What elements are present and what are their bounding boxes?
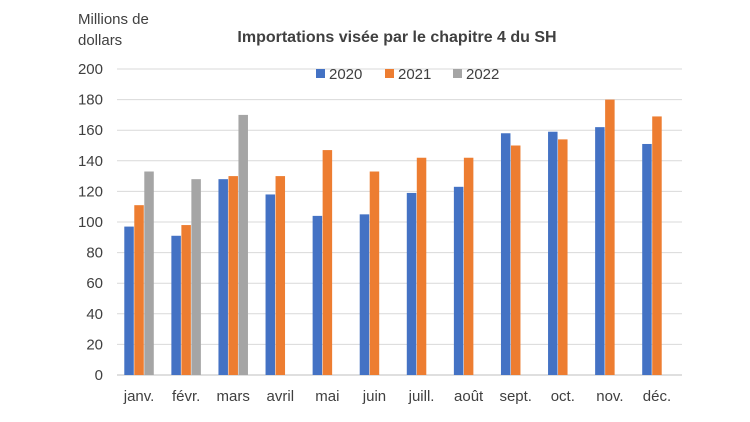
bar-2021-5 bbox=[369, 171, 380, 375]
x-category-label: août bbox=[454, 388, 484, 405]
x-category-label: juill. bbox=[408, 388, 435, 405]
bar-2021-11 bbox=[652, 116, 662, 376]
y-tick-label: 20 bbox=[86, 336, 103, 353]
bar-2021-8 bbox=[510, 145, 521, 375]
x-category-label: oct. bbox=[551, 388, 575, 405]
bar-2022-2 bbox=[238, 114, 248, 376]
bar-2021-3 bbox=[275, 176, 286, 375]
y-axis-label-line1: Millions de bbox=[78, 11, 149, 28]
bar-2021-7 bbox=[463, 157, 474, 375]
bar-2020-4 bbox=[312, 215, 323, 375]
x-category-label: mai bbox=[315, 388, 339, 405]
y-tick-label: 140 bbox=[78, 153, 103, 170]
bar-2021-10 bbox=[605, 99, 615, 375]
x-category-label: nov. bbox=[596, 388, 623, 405]
y-tick-label: 180 bbox=[78, 92, 103, 109]
bars bbox=[124, 99, 662, 376]
bar-2021-1 bbox=[181, 225, 191, 375]
legend-swatch-2022 bbox=[453, 69, 462, 78]
bar-2020-0 bbox=[124, 226, 134, 375]
gridlines bbox=[117, 68, 682, 376]
bar-2020-2 bbox=[218, 179, 228, 375]
x-category-label: sept. bbox=[499, 388, 532, 405]
y-tick-label: 200 bbox=[78, 61, 103, 78]
x-category-label: juin bbox=[362, 388, 386, 405]
y-tick-label: 120 bbox=[78, 183, 103, 200]
bar-2022-1 bbox=[191, 179, 201, 375]
chart-title: Importations visée par le chapitre 4 du … bbox=[237, 29, 556, 46]
x-category-label: déc. bbox=[643, 388, 671, 405]
bar-2020-7 bbox=[453, 186, 464, 375]
y-tick-label: 60 bbox=[86, 275, 103, 292]
bar-2021-6 bbox=[416, 157, 427, 375]
legend-swatch-2020 bbox=[316, 69, 325, 78]
bar-2020-6 bbox=[406, 192, 417, 375]
y-tick-label: 100 bbox=[78, 214, 103, 231]
bar-2021-9 bbox=[558, 139, 568, 375]
bar-2021-2 bbox=[228, 176, 238, 375]
x-category-label: mars bbox=[217, 388, 250, 405]
x-category-label: janv. bbox=[123, 388, 155, 405]
bar-2021-0 bbox=[134, 205, 144, 375]
x-axis-categories: janv. févr. mars avril mai juin juill. août sept… bbox=[123, 388, 671, 405]
x-category-label: févr. bbox=[172, 388, 200, 405]
bar-2020-11 bbox=[642, 143, 652, 375]
bar-2020-5 bbox=[359, 214, 370, 375]
bar-2020-8 bbox=[500, 133, 511, 375]
bar-2020-10 bbox=[595, 127, 605, 375]
legend-label-2020: 2020 bbox=[329, 66, 362, 83]
legend-label-2022: 2022 bbox=[466, 66, 499, 83]
y-tick-label: 0 bbox=[95, 367, 103, 384]
bar-2021-4 bbox=[322, 150, 333, 375]
legend-label-2021: 2021 bbox=[398, 66, 431, 83]
y-axis-label-line2: dollars bbox=[78, 32, 122, 49]
x-category-label: avril bbox=[267, 388, 295, 405]
bar-2022-0 bbox=[144, 171, 154, 375]
y-tick-label: 80 bbox=[86, 245, 103, 262]
y-tick-label: 40 bbox=[86, 306, 103, 323]
bar-2020-9 bbox=[548, 131, 558, 375]
legend-swatch-2021 bbox=[385, 69, 394, 78]
y-tick-label: 160 bbox=[78, 122, 103, 139]
bar-2020-1 bbox=[171, 235, 181, 375]
y-axis-ticks: 0 20 40 60 80 100 120 140 160 180 200 bbox=[78, 61, 103, 384]
bar-2020-3 bbox=[265, 194, 276, 375]
legend: 2020 2021 2022 bbox=[316, 66, 499, 83]
